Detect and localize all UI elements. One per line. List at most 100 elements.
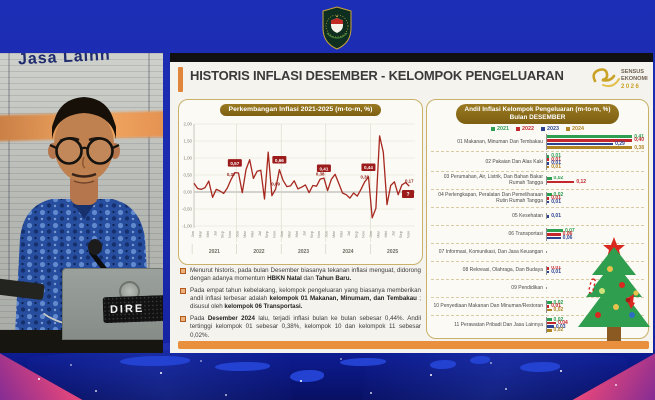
bar-2021 (547, 318, 552, 321)
svg-text:2,00: 2,00 (183, 122, 192, 127)
svg-text:Sep: Sep (398, 231, 403, 239)
svg-text:Mei: Mei (338, 231, 343, 238)
svg-text:1,00: 1,00 (183, 156, 192, 161)
slide-footer-bar (178, 341, 649, 349)
bar-group: 0,02 0,04 0,03 0,02 (546, 316, 644, 334)
bar-category-label: 07 Informasi, Komunikasi, Dan Jasa Keuan… (438, 249, 543, 256)
bar-group: 0,01 (546, 213, 644, 220)
chart-legend: 2021 2022 2023 2024 (427, 126, 648, 132)
bar-value-label: 0,01 (551, 213, 561, 220)
glasses-icon (49, 137, 120, 165)
wall-seam (8, 53, 10, 283)
svg-text:Nov: Nov (272, 231, 277, 238)
bar-2023 (547, 142, 614, 146)
svg-text:Mar: Mar (197, 231, 202, 239)
bar-2021 (547, 177, 552, 180)
svg-text:2025: 2025 (387, 249, 398, 255)
bar-category-label: 02 Pakaian Dan Alas Kaki (485, 158, 543, 165)
bar-chart-title-line2: Bulan DESEMBER (509, 114, 566, 121)
bar-row: 02 Pakaian Dan Alas Kaki 0,01 0,01 0,01 0,01 (431, 152, 644, 172)
bar-value-label: 0,29 (615, 140, 625, 147)
island-blob (340, 358, 386, 366)
bar-row: 09 Pendidikan (431, 280, 644, 298)
legend-swatch (541, 127, 545, 131)
bar-2024 (547, 146, 633, 149)
bar-group (546, 251, 644, 254)
bar-2024 (547, 165, 550, 169)
bullet-list: Menurut historis, pada bulan Desember bi… (180, 267, 421, 340)
svg-text:Jul: Jul (390, 231, 395, 236)
island-blob (215, 362, 270, 371)
title-accent-bar (178, 67, 183, 92)
bar-2022 (547, 139, 633, 142)
bar-value-label: 0,02 (553, 175, 564, 182)
svg-text:Nov: Nov (227, 231, 232, 238)
svg-text:2023: 2023 (298, 249, 309, 255)
svg-text:SENSUS: SENSUS (621, 69, 644, 75)
bar-category-label: 05 Kesehatan (512, 213, 543, 220)
legend-label: 2023 (547, 126, 559, 132)
svg-text:Sep: Sep (264, 231, 269, 239)
legend-swatch (491, 127, 495, 131)
bar-2023 (547, 270, 550, 274)
svg-text:Mar: Mar (376, 231, 381, 239)
bar-group: 0,01 0,01 (546, 265, 644, 275)
bar-2024 (547, 308, 552, 312)
bar-category-label: 03 Perumahan, Air, Listrik, Dan Bahan Ba… (443, 174, 543, 187)
svg-text:0,57: 0,57 (230, 161, 239, 166)
bar-2021 (547, 154, 550, 158)
bar-2021 (547, 193, 552, 196)
bar-2022 (547, 158, 550, 162)
bar-value-label: 0,01 (551, 303, 561, 310)
svg-text:0,38: 0,38 (316, 172, 325, 177)
svg-text:Mar: Mar (331, 231, 336, 239)
festive-backdrop (0, 330, 655, 400)
legend-item: 2023 (541, 126, 559, 132)
bar-row: 05 Kesehatan 0,01 (431, 208, 644, 226)
bar-row: 10 Penyediaan Makanan Dan Minuman/Restor… (431, 298, 644, 316)
bullet-marker-icon (180, 287, 186, 294)
bar-row: 01 Makanan, Minuman Dan Tembakau 0,41 0,40… (431, 133, 644, 153)
svg-text:0,00: 0,00 (183, 190, 192, 195)
island-blob (470, 356, 490, 364)
svg-text:2022: 2022 (253, 249, 264, 255)
island-blob (520, 362, 560, 372)
bar-value-label: 0,01 (551, 265, 561, 272)
bar-category-label: 10 Penyediaan Makanan Dan Minuman/Restor… (433, 303, 543, 310)
bullet-text: Pada Desember 2024 lalu, terjadi inflasi… (190, 314, 421, 339)
bar-row: 07 Informasi, Komunikasi, Dan Jasa Keuan… (431, 244, 644, 262)
sensus-ekonomi-logo-icon: SENSUS EKONOMI 2026 (592, 68, 648, 90)
wall-seam (148, 53, 150, 283)
bar-2023 (547, 236, 561, 240)
kemendagri-emblem-icon (322, 6, 352, 50)
legend-item: 2021 (491, 126, 509, 132)
svg-text:Jul: Jul (257, 231, 262, 236)
bar-group: 0,02 0,01 0,02 (546, 299, 644, 313)
bar-value-label: 0,04 (558, 320, 568, 327)
bar-value-label: 0,12 (576, 179, 587, 185)
svg-text:Jul: Jul (212, 231, 217, 236)
bar-chart-rows: 01 Makanan, Minuman Dan Tembakau 0,41 0,40… (431, 133, 644, 334)
bullet-item: Pada Desember 2024 lalu, terjadi inflasi… (180, 315, 421, 340)
bullet-marker-icon (180, 268, 186, 274)
svg-text:Mei: Mei (249, 231, 254, 238)
bar-row: 11 Perawatan Pribadi Dan Jasa Lainnya 0,0… (431, 316, 644, 334)
svg-text:Mar: Mar (242, 231, 247, 239)
legend-label: 2022 (522, 126, 534, 132)
bar-2024 (547, 328, 552, 332)
svg-text:Nov: Nov (316, 231, 321, 238)
bar-2022 (547, 196, 550, 200)
bar-2023 (547, 214, 550, 218)
legend-swatch (516, 127, 520, 131)
svg-text:Mei: Mei (205, 231, 210, 238)
svg-text:Sep: Sep (220, 231, 225, 239)
bullet-text: Menurut historis, pada bulan Desember bi… (190, 267, 421, 283)
svg-text:0,30: 0,30 (360, 175, 369, 180)
bar-value-label: 0,38 (634, 144, 644, 151)
island-blob (120, 356, 190, 366)
bar-value-label: 0,02 (553, 316, 564, 323)
bar-2023 (547, 325, 554, 329)
svg-text:Jan: Jan (368, 231, 373, 237)
bar-value-label: 0,01 (551, 269, 561, 275)
